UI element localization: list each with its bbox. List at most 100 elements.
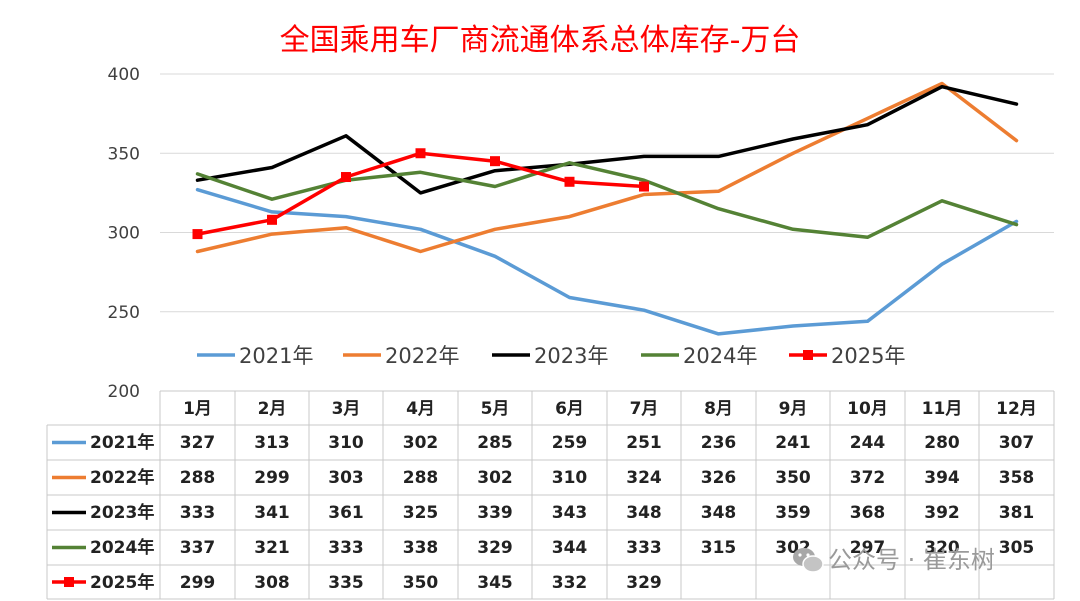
- table-header-cell: 5月: [481, 399, 510, 419]
- y-tick-label: 200: [108, 382, 140, 402]
- table-header-cell: 7月: [630, 399, 659, 419]
- table-cell: 348: [626, 503, 662, 523]
- table-header-cell: 10月: [847, 399, 888, 419]
- table-cell: 297: [850, 538, 886, 558]
- table-cell: 285: [477, 433, 513, 453]
- data-table: 1月 2月 3月 4月 5月 6月 7月 8月 9月 10月 11月 12月 2021年 327 313 31…: [46, 390, 1055, 600]
- data-point: [564, 176, 575, 187]
- table-cell: 329: [626, 573, 662, 593]
- watermark: 公众号 · 崔东树: [793, 546, 995, 574]
- table-row-label: 2025年: [90, 572, 154, 593]
- table-cell: 338: [403, 538, 439, 558]
- data-point: [639, 181, 649, 192]
- table-row-label: 2021年: [90, 432, 154, 453]
- data-point: [267, 214, 277, 225]
- table-header-cell: 1月: [183, 399, 212, 419]
- series-line-2023年: [195, 84, 1019, 195]
- legend-marker: [803, 350, 813, 360]
- table-cell: 345: [477, 573, 513, 593]
- table-cell: 350: [403, 573, 439, 593]
- table-cell: 241: [775, 433, 811, 453]
- data-point: [415, 148, 426, 159]
- table-header-cell: 8月: [704, 399, 733, 419]
- series-line-2021年: [195, 187, 1019, 336]
- table-cell: 333: [328, 538, 364, 558]
- table-cell: 337: [180, 538, 216, 558]
- table-row-label: 2024年: [90, 537, 154, 558]
- table-cell: 299: [254, 468, 290, 488]
- table-cell: 308: [254, 573, 290, 593]
- table-row-label: 2023年: [90, 502, 154, 523]
- table-cell: 368: [850, 503, 886, 523]
- y-axis-ticks: 200 250 300 350 400: [108, 65, 140, 402]
- y-tick-label: 350: [108, 144, 140, 164]
- plot-area: [192, 81, 1019, 336]
- table-header-cell: 9月: [779, 399, 808, 419]
- table-cell: 361: [328, 503, 364, 523]
- data-point: [341, 172, 351, 183]
- table-cell: 313: [254, 433, 290, 453]
- legend: 2021年 2022年 2023年 2024年 2025年: [197, 344, 905, 368]
- table-cell: 394: [924, 468, 960, 488]
- legend-label: 2023年: [534, 344, 608, 368]
- legend-label: 2024年: [683, 344, 757, 368]
- table-cell: 350: [775, 468, 811, 488]
- table-cell: 333: [626, 538, 662, 558]
- table-cell: 303: [328, 468, 364, 488]
- legend-label: 2021年: [239, 344, 313, 368]
- legend-label: 2022年: [385, 344, 459, 368]
- table-cell: 244: [850, 433, 886, 453]
- table-cell: 339: [477, 503, 513, 523]
- table-cell: 327: [180, 433, 216, 453]
- y-tick-label: 400: [108, 65, 140, 85]
- table-cell: 359: [775, 503, 811, 523]
- table-cell: 236: [701, 433, 737, 453]
- wechat-icon: [793, 548, 824, 573]
- table-cell: 348: [701, 503, 737, 523]
- table-cell: 302: [477, 468, 513, 488]
- series-line-2022年: [195, 81, 1019, 254]
- table-cell: 341: [254, 503, 290, 523]
- y-tick-label: 250: [108, 303, 140, 323]
- table-row-marker: [64, 577, 74, 587]
- table-cell: 315: [701, 538, 737, 558]
- legend-label: 2025年: [831, 344, 905, 368]
- table-cell: 310: [328, 433, 364, 453]
- table-cell: 381: [999, 503, 1035, 523]
- table-cell: 333: [180, 503, 216, 523]
- table-cell: 299: [180, 573, 216, 593]
- table-cell: 344: [552, 538, 588, 558]
- table-cell: 307: [999, 433, 1035, 453]
- table-cell: 288: [180, 468, 216, 488]
- y-tick-label: 300: [108, 224, 140, 244]
- table-cell: 305: [999, 538, 1035, 558]
- watermark-text: 公众号 · 崔东树: [828, 546, 995, 574]
- table-cell: 310: [552, 468, 588, 488]
- table-header-cell: 6月: [555, 399, 584, 419]
- table-cell: 335: [328, 573, 364, 593]
- table-cell: 358: [999, 468, 1035, 488]
- table-header-cell: 3月: [332, 399, 361, 419]
- table-cell: 320: [924, 538, 960, 558]
- table-cell: 288: [403, 468, 439, 488]
- table-cell: 343: [552, 503, 588, 523]
- table-cell: 329: [477, 538, 513, 558]
- table-header-cell: 2月: [258, 399, 287, 419]
- table-header-cell: 12月: [996, 399, 1037, 419]
- table-cell: 324: [626, 468, 662, 488]
- table-cell: 392: [924, 503, 960, 523]
- table-cell: 326: [701, 468, 737, 488]
- table-row-label: 2022年: [90, 467, 154, 488]
- table-cell: 259: [552, 433, 588, 453]
- table-cell: 321: [254, 538, 290, 558]
- table-cell: 280: [924, 433, 960, 453]
- chart-title: 全国乘用车厂商流通体系总体库存-万台: [280, 23, 801, 58]
- table-cell: 372: [850, 468, 886, 488]
- data-point: [490, 156, 500, 167]
- table-cell: 251: [626, 433, 662, 453]
- table-header-cell: 4月: [406, 399, 435, 419]
- table-cell: 302: [403, 433, 439, 453]
- table-cell: 332: [552, 573, 588, 593]
